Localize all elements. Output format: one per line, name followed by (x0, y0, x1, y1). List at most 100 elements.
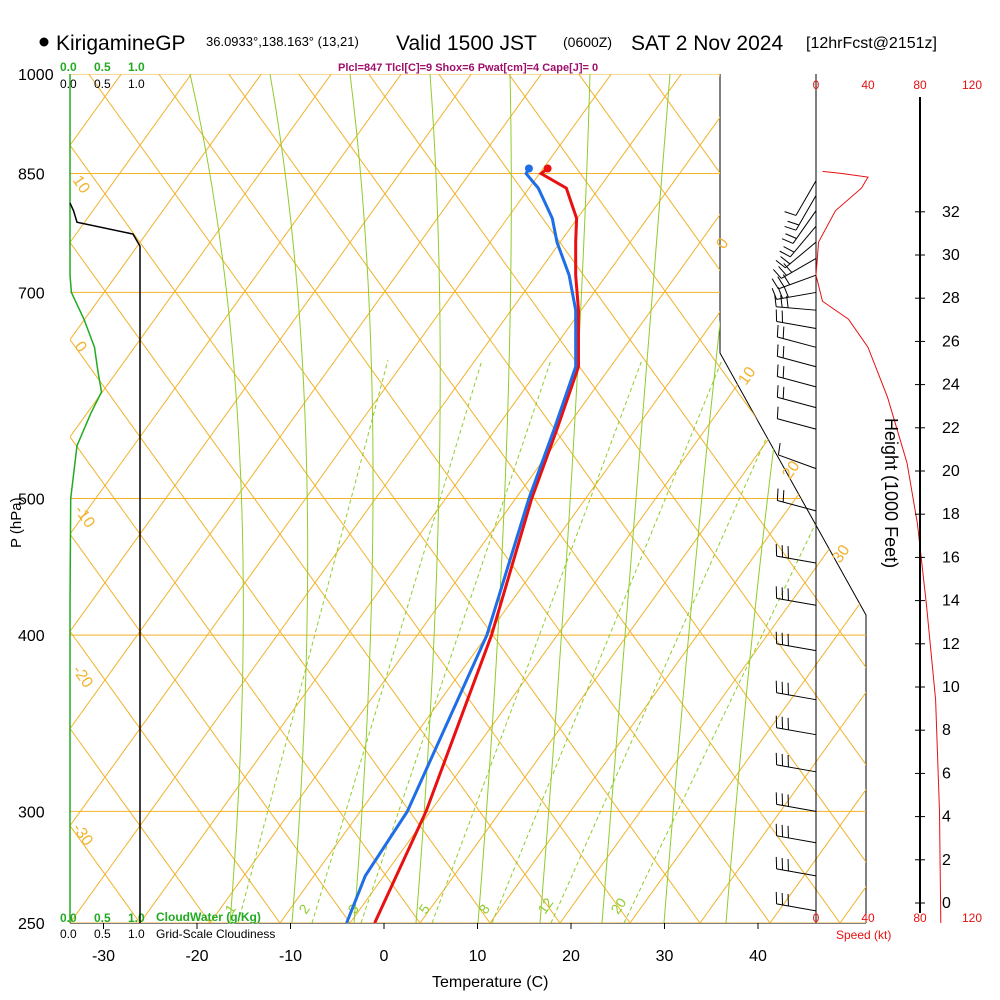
dewpoint-profile (345, 167, 578, 924)
wind-barb-staff (776, 555, 817, 564)
wind-barb (775, 309, 817, 329)
wind-barb-staff (777, 336, 817, 348)
valid-date: SAT 2 Nov 2024 (631, 32, 783, 55)
dry-adiabat-line (577, 74, 866, 923)
profile-series (69, 74, 580, 924)
wind-barb (776, 364, 817, 388)
wind-barb (777, 442, 817, 470)
cloud-water-tick-label: 1.0 (128, 60, 145, 74)
dry-adiabat-line (437, 74, 866, 923)
pressure-tick-label: 500 (18, 492, 45, 509)
wind-barb-flag (782, 274, 791, 286)
cloud-water-tick-label: 1.0 (128, 911, 145, 925)
speed-tick-label: 40 (861, 911, 875, 925)
height-tick-label: 32 (942, 204, 960, 221)
height-tick-label: 4 (942, 809, 951, 826)
temperature-tick-label: -30 (92, 948, 115, 965)
speed-tick-label: 120 (962, 911, 982, 925)
wind-barb (771, 285, 817, 300)
wind-barb-staff (776, 643, 817, 652)
isotherm-label: 10 (69, 173, 93, 197)
isotherm-line (70, 74, 333, 923)
wind-barb-staff (795, 180, 817, 216)
wind-barb-flag (782, 345, 785, 358)
wind-barb-flag (782, 386, 785, 399)
cloud-water-label: CloudWater (g/Kg) (156, 910, 261, 924)
cloudiness-tick-label: 0.0 (60, 77, 77, 91)
cloudiness-tick-label: 0.5 (94, 77, 111, 91)
wind-barb-flag (785, 233, 797, 239)
wind-barb-staff (776, 835, 817, 844)
pressure-tick-label: 850 (18, 167, 45, 184)
wind-barb-staff (776, 321, 817, 329)
dry-adiabat-line (367, 74, 866, 923)
wind-barb (779, 225, 817, 258)
wind-barb-flag (783, 285, 789, 298)
dry-adiabat-line (70, 74, 211, 923)
wind-barb-flag (784, 225, 797, 231)
cloud-water-profile (69, 74, 103, 923)
moist-adiabat-line (539, 74, 591, 923)
temperature-tick-label: -10 (279, 948, 302, 965)
isotherm-label: 20 (779, 458, 803, 482)
wind-barb (776, 488, 817, 512)
wind-barb-flag (776, 385, 779, 398)
wind-barb-staff (776, 727, 817, 736)
stability-indices: Plcl=847 Tlcl[C]=9 Shox=6 Pwat[cm]=4 Cap… (338, 62, 598, 74)
temperature-tick-label: 0 (380, 948, 389, 965)
pressure-tick-label: 700 (18, 285, 45, 302)
wind-barb-flag (775, 259, 786, 269)
height-tick-label: 30 (942, 247, 960, 264)
isotherm-label: 0 (713, 235, 732, 252)
height-tick-label: 20 (942, 463, 960, 480)
isotherm-line (70, 74, 543, 923)
isotherm-line (70, 74, 683, 923)
height-tick-label: 2 (942, 852, 951, 869)
isotherm-line (419, 74, 866, 923)
wind-barb (775, 891, 817, 912)
mixing-ratio-line (311, 359, 483, 923)
wind-barb-flag (776, 488, 779, 501)
height-tick-label: 22 (942, 420, 960, 437)
mixing-ratio-label: 5 (415, 901, 433, 917)
wind-barb (776, 324, 817, 348)
temperature-profile (373, 167, 580, 924)
speed-tick-label: 80 (913, 78, 927, 92)
wind-barb (772, 257, 817, 279)
mixing-ratio-line (431, 359, 643, 923)
wind-barb-flag (781, 238, 794, 244)
wind-barb-staff (792, 210, 817, 244)
wind-barb-staff (776, 291, 817, 300)
dry-adiabat-line (70, 74, 281, 923)
isotherm-line (489, 74, 866, 923)
mixing-ratio-line (360, 359, 552, 923)
isotherm-line (910, 73, 1000, 923)
cloudiness-tick-label: 0.0 (60, 927, 77, 941)
wind-barb (774, 294, 817, 311)
moist-adiabat-line (269, 74, 309, 923)
cloudiness-label: Grid-Scale Cloudiness (156, 927, 275, 941)
dry-adiabat-line (70, 74, 351, 923)
wind-barb (784, 180, 817, 216)
cloud-water-tick-label: 0.5 (94, 911, 111, 925)
height-tick-label: 8 (942, 722, 951, 739)
isotherm-label: -20 (69, 663, 96, 692)
wind-barb-staff (776, 306, 817, 311)
wind-barb (776, 406, 817, 430)
isotherm-line (699, 74, 866, 923)
cloudiness-tick-label: 1.0 (128, 927, 145, 941)
mixing-ratio-label: 8 (475, 901, 493, 917)
height-tick-label: 16 (942, 549, 960, 566)
speed-tick-label: 80 (913, 911, 927, 925)
speed-tick-label: 120 (962, 78, 982, 92)
mixing-ratio-line (623, 359, 866, 923)
valid-zulu: (0600Z) (563, 34, 612, 50)
isotherm-line (70, 74, 263, 923)
moist-adiabat-line (477, 74, 512, 923)
mixing-ratio-label: 2 (295, 901, 313, 917)
mixing-ratio-line (550, 359, 802, 923)
isotherm-line (139, 74, 753, 923)
height-tick-label: 6 (942, 765, 951, 782)
wind-barb (771, 274, 817, 290)
